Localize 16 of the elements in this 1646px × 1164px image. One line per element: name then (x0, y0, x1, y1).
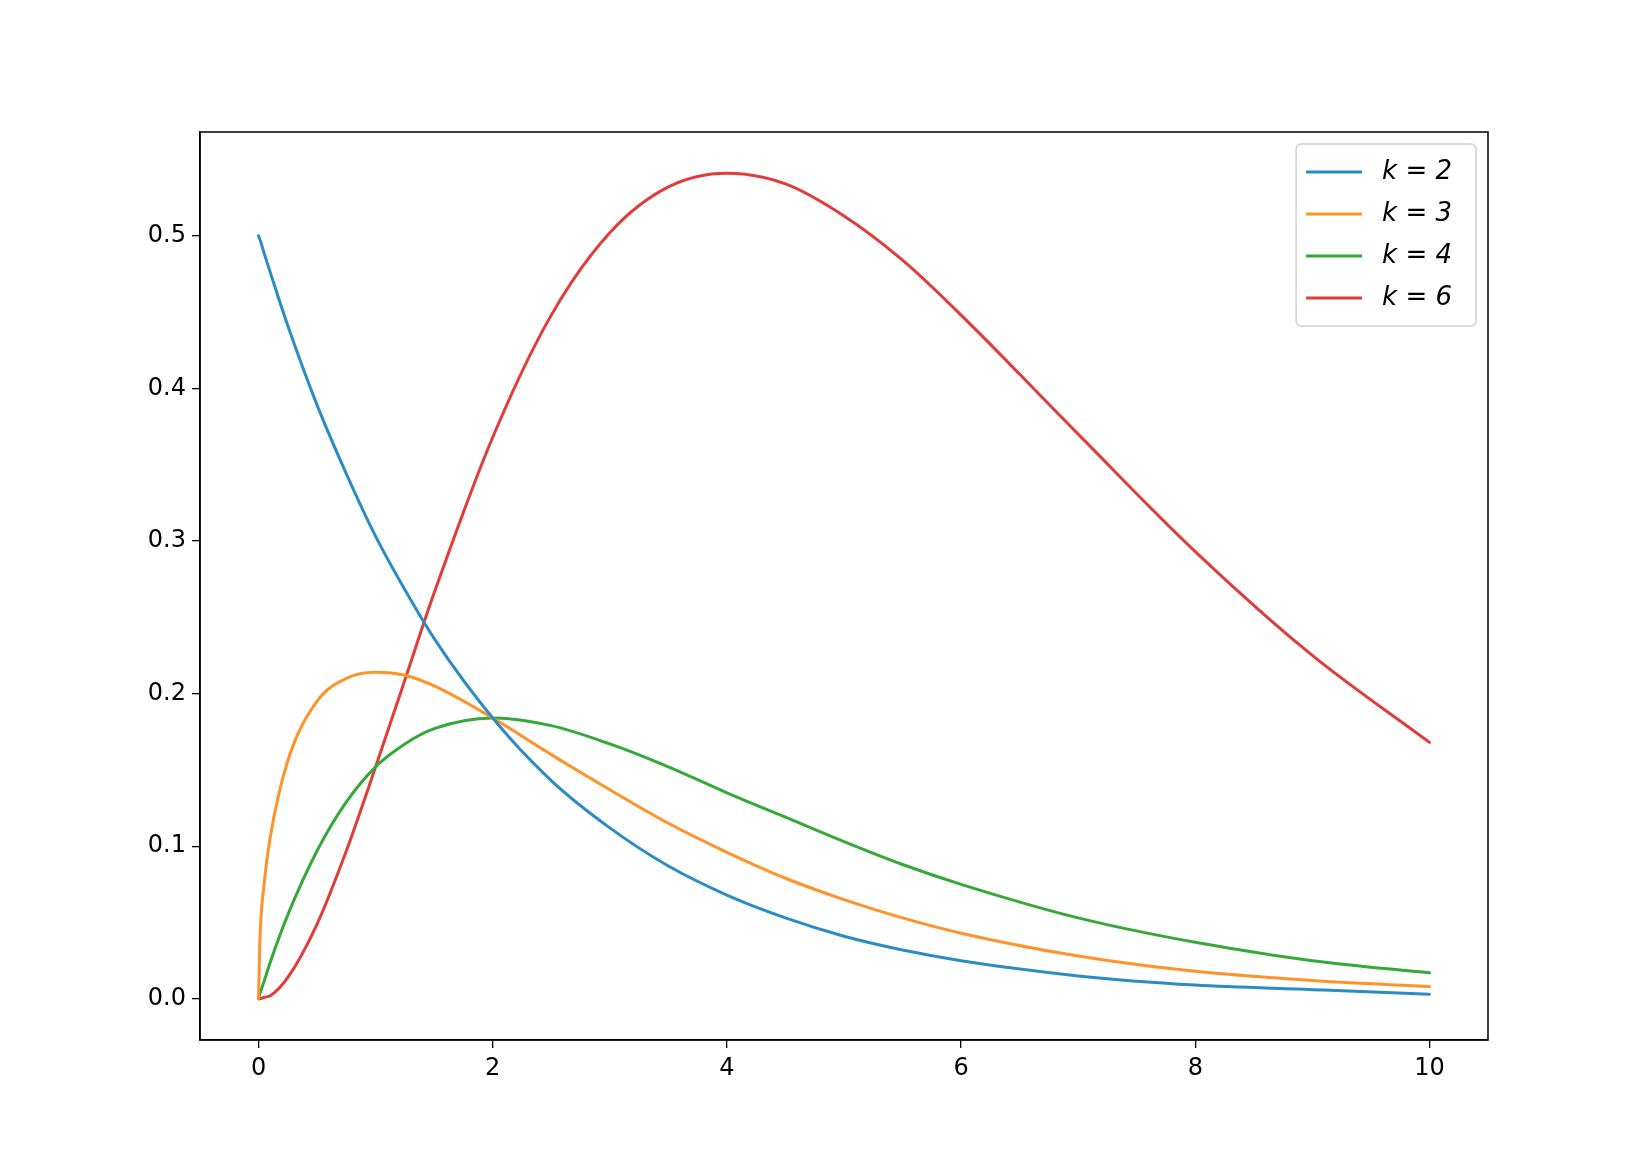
legend-label: k = 3 (1382, 196, 1453, 227)
x-tick-label: 10 (1414, 1052, 1445, 1081)
y-tick-label: 0.0 (147, 983, 186, 1012)
y-tick-label: 0.4 (147, 372, 186, 401)
x-tick-label: 8 (1187, 1052, 1203, 1081)
x-tick-label: 4 (719, 1052, 735, 1081)
x-tick-label: 0 (250, 1052, 267, 1081)
y-tick-label: 0.5 (147, 220, 186, 249)
y-tick-label: 0.1 (147, 830, 186, 859)
legend-label: k = 2 (1382, 154, 1453, 185)
legend-label: k = 4 (1382, 238, 1453, 269)
y-tick-label: 0.2 (147, 677, 186, 706)
x-tick-label: 2 (485, 1052, 501, 1081)
y-tick-label: 0.3 (147, 525, 186, 554)
x-tick-label: 6 (953, 1052, 969, 1081)
legend-label: k = 6 (1382, 280, 1453, 311)
